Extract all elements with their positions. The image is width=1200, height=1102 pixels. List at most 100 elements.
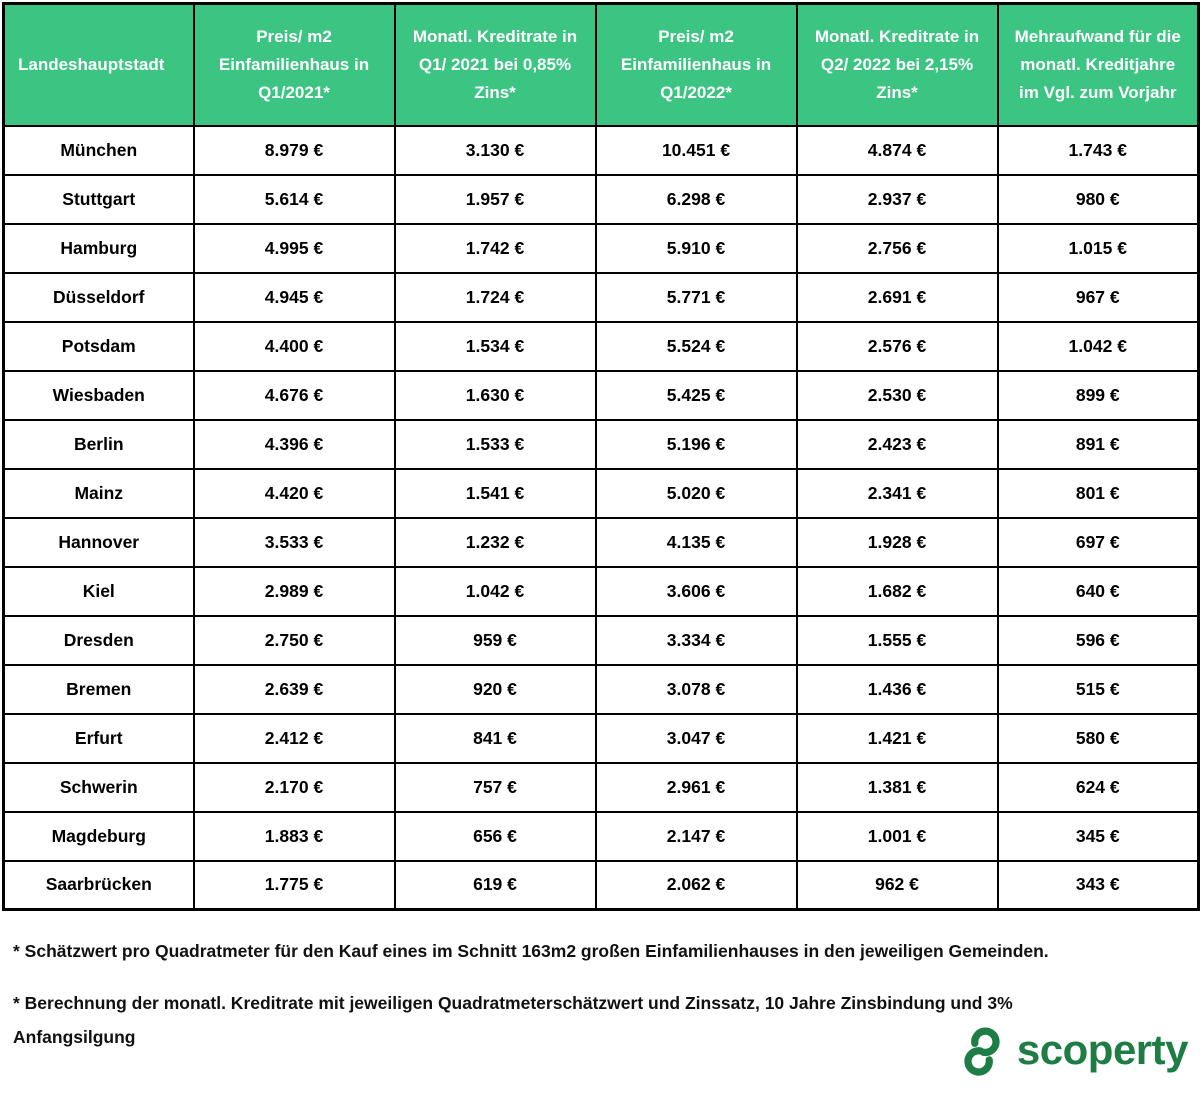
value-cell: 2.062 € (594, 859, 798, 911)
city-cell: Berlin (2, 418, 195, 470)
value-cell: 3.606 € (594, 565, 798, 617)
city-cell: Dresden (2, 614, 195, 666)
table-row: Berlin 4.396 €1.533 €5.196 €2.423 €891 € (2, 418, 1200, 470)
value-cell: 1.001 € (795, 810, 999, 862)
value-cell: 980 € (996, 173, 1200, 225)
value-cell: 5.910 € (594, 222, 798, 274)
value-cell: 3.533 € (192, 516, 396, 568)
value-cell: 4.995 € (192, 222, 396, 274)
value-cell: 1.421 € (795, 712, 999, 764)
value-cell: 2.412 € (192, 712, 396, 764)
footnote-2: * Berechnung der monatl. Kreditrate mit … (13, 993, 1013, 1047)
city-cell: Erfurt (2, 712, 195, 764)
value-cell: 1.042 € (996, 320, 1200, 372)
city-cell: Mainz (2, 467, 195, 519)
value-cell: 2.341 € (795, 467, 999, 519)
value-cell: 2.961 € (594, 761, 798, 813)
header-row: Landeshauptstadt Preis/ m2 Einfamilienha… (2, 2, 1200, 127)
value-cell: 4.874 € (795, 124, 999, 176)
value-cell: 624 € (996, 761, 1200, 813)
value-cell: 1.534 € (393, 320, 597, 372)
value-cell: 1.533 € (393, 418, 597, 470)
value-cell: 1.042 € (393, 565, 597, 617)
table-row: München 8.979 €3.130 €10.451 €4.874 €1.74… (2, 124, 1200, 176)
value-cell: 2.989 € (192, 565, 396, 617)
value-cell: 2.576 € (795, 320, 999, 372)
value-cell: 1.883 € (192, 810, 396, 862)
table-row: Magdeburg 1.883 €656 €2.147 €1.001 €345 € (2, 810, 1200, 862)
table-row: Wiesbaden 4.676 €1.630 €5.425 €2.530 €899… (2, 369, 1200, 421)
value-cell: 1.957 € (393, 173, 597, 225)
value-cell: 2.750 € (192, 614, 396, 666)
price-comparison-table: Landeshauptstadt Preis/ m2 Einfamilienha… (2, 2, 1200, 911)
table-body: München 8.979 €3.130 €10.451 €4.874 €1.74… (2, 124, 1200, 911)
value-cell: 1.928 € (795, 516, 999, 568)
city-cell: Potsdam (2, 320, 195, 372)
value-cell: 596 € (996, 614, 1200, 666)
value-cell: 5.524 € (594, 320, 798, 372)
value-cell: 1.541 € (393, 467, 597, 519)
value-cell: 345 € (996, 810, 1200, 862)
value-cell: 619 € (393, 859, 597, 911)
value-cell: 4.420 € (192, 467, 396, 519)
value-cell: 1.775 € (192, 859, 396, 911)
value-cell: 5.614 € (192, 173, 396, 225)
value-cell: 2.691 € (795, 271, 999, 323)
value-cell: 4.676 € (192, 369, 396, 421)
value-cell: 2.423 € (795, 418, 999, 470)
header-landeshauptstadt: Landeshauptstadt (2, 2, 195, 127)
city-cell: Schwerin (2, 761, 195, 813)
value-cell: 4.400 € (192, 320, 396, 372)
table-row: Stuttgart 5.614 €1.957 €6.298 €2.937 €980… (2, 173, 1200, 225)
value-cell: 1.724 € (393, 271, 597, 323)
value-cell: 2.639 € (192, 663, 396, 715)
value-cell: 1.742 € (393, 222, 597, 274)
value-cell: 1.381 € (795, 761, 999, 813)
value-cell: 1.015 € (996, 222, 1200, 274)
scoperty-s-icon (954, 1023, 1010, 1083)
table-row: Schwerin 2.170 €757 €2.961 €1.381 €624 € (2, 761, 1200, 813)
value-cell: 899 € (996, 369, 1200, 421)
city-cell: München (2, 124, 195, 176)
value-cell: 8.979 € (192, 124, 396, 176)
value-cell: 6.298 € (594, 173, 798, 225)
value-cell: 891 € (996, 418, 1200, 470)
value-cell: 4.396 € (192, 418, 396, 470)
city-cell: Stuttgart (2, 173, 195, 225)
value-cell: 515 € (996, 663, 1200, 715)
table-header: Landeshauptstadt Preis/ m2 Einfamilienha… (2, 2, 1200, 127)
table-row: Potsdam 4.400 €1.534 €5.524 €2.576 €1.042… (2, 320, 1200, 372)
value-cell: 343 € (996, 859, 1200, 911)
value-cell: 1.743 € (996, 124, 1200, 176)
value-cell: 1.436 € (795, 663, 999, 715)
value-cell: 1.555 € (795, 614, 999, 666)
value-cell: 1.682 € (795, 565, 999, 617)
value-cell: 920 € (393, 663, 597, 715)
value-cell: 967 € (996, 271, 1200, 323)
city-cell: Bremen (2, 663, 195, 715)
scoperty-logo: scoperty (954, 1023, 1189, 1083)
value-cell: 2.937 € (795, 173, 999, 225)
value-cell: 1.232 € (393, 516, 597, 568)
table-row: Hamburg 4.995 €1.742 €5.910 €2.756 €1.015… (2, 222, 1200, 274)
footnote-1: * Schätzwert pro Quadratmeter für den Ka… (13, 941, 1049, 961)
value-cell: 3.130 € (393, 124, 597, 176)
table-row: Erfurt 2.412 €841 €3.047 €1.421 €580 € (2, 712, 1200, 764)
table-row: Dresden 2.750 €959 €3.334 €1.555 €596 € (2, 614, 1200, 666)
value-cell: 1.630 € (393, 369, 597, 421)
table-row: Hannover 3.533 €1.232 €4.135 €1.928 €697 … (2, 516, 1200, 568)
value-cell: 580 € (996, 712, 1200, 764)
value-cell: 801 € (996, 467, 1200, 519)
table-row: Bremen 2.639 €920 €3.078 €1.436 €515 € (2, 663, 1200, 715)
value-cell: 640 € (996, 565, 1200, 617)
value-cell: 3.078 € (594, 663, 798, 715)
value-cell: 697 € (996, 516, 1200, 568)
city-cell: Saarbrücken (2, 859, 195, 911)
city-cell: Hannover (2, 516, 195, 568)
value-cell: 2.147 € (594, 810, 798, 862)
value-cell: 959 € (393, 614, 597, 666)
value-cell: 3.334 € (594, 614, 798, 666)
city-cell: Magdeburg (2, 810, 195, 862)
scoperty-wordmark: scoperty (1016, 1026, 1189, 1073)
value-cell: 962 € (795, 859, 999, 911)
